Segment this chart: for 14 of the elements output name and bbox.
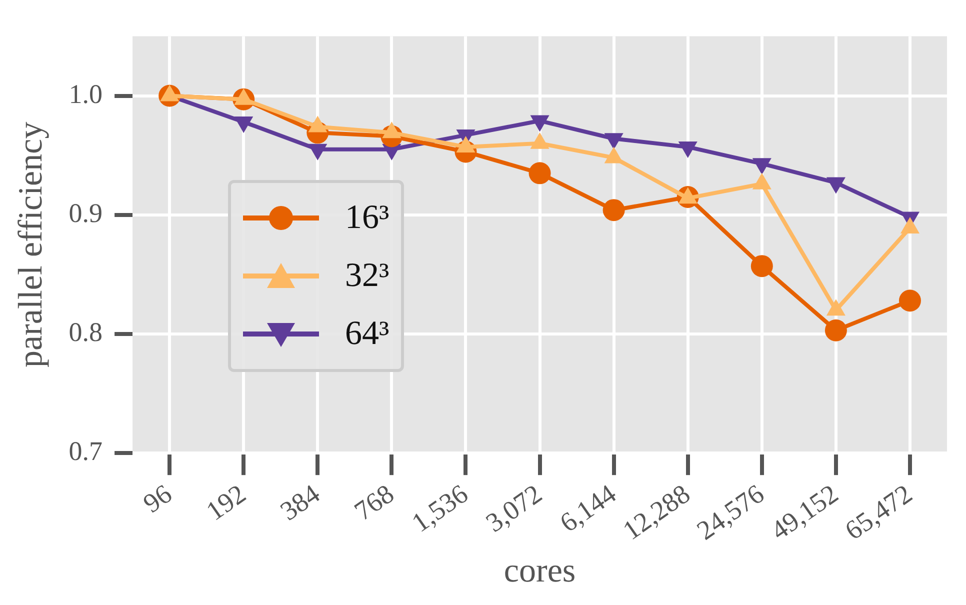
x-tick-label: 768	[348, 478, 400, 526]
x-axis-title: cores	[504, 552, 576, 590]
y-tick-label: 0.7	[68, 436, 103, 466]
y-axis-title: parallel efficiency	[12, 122, 50, 368]
legend-label: 16³	[345, 199, 390, 237]
x-tick-label: 96	[138, 478, 178, 519]
legend-label: 32³	[345, 257, 390, 295]
x-tick-label: 6,144	[554, 478, 622, 538]
y-tick-label: 0.9	[68, 198, 103, 228]
x-tick-label: 192	[200, 478, 252, 526]
y-tick-label: 1.0	[68, 78, 103, 109]
x-tick-label: 384	[274, 478, 326, 526]
y-tick-label: 0.8	[68, 317, 103, 348]
legend-label: 64³	[345, 315, 390, 353]
